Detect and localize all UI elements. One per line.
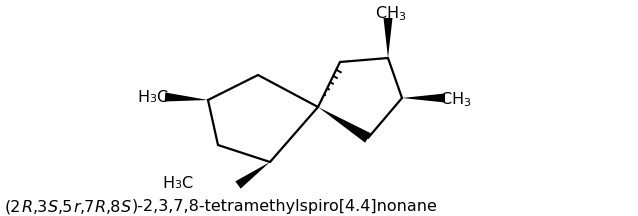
Text: ,5: ,5	[58, 200, 73, 214]
Text: R: R	[22, 200, 33, 214]
Text: C: C	[181, 175, 192, 191]
Text: R: R	[95, 200, 106, 214]
Text: S: S	[121, 200, 131, 214]
Text: C: C	[156, 89, 167, 105]
Text: H: H	[386, 6, 398, 22]
Polygon shape	[383, 18, 392, 58]
Text: 3: 3	[463, 97, 470, 108]
Text: 3: 3	[149, 95, 156, 105]
Polygon shape	[165, 92, 208, 102]
Text: ,7: ,7	[80, 200, 95, 214]
Polygon shape	[318, 107, 371, 143]
Text: 3: 3	[174, 181, 181, 191]
Text: H: H	[451, 92, 463, 108]
Text: r: r	[73, 200, 80, 214]
Polygon shape	[402, 94, 445, 103]
Polygon shape	[235, 162, 270, 189]
Text: )-2,3,7,8-tetramethylspiro[4.4]nonane: )-2,3,7,8-tetramethylspiro[4.4]nonane	[131, 200, 438, 214]
Text: ,8: ,8	[106, 200, 121, 214]
Text: (2: (2	[5, 200, 22, 214]
Text: S: S	[48, 200, 58, 214]
Text: H: H	[163, 175, 175, 191]
Text: C: C	[440, 92, 451, 108]
Text: ,3: ,3	[33, 200, 48, 214]
Text: 3: 3	[398, 11, 405, 22]
Text: H: H	[138, 89, 150, 105]
Text: C: C	[375, 6, 386, 22]
